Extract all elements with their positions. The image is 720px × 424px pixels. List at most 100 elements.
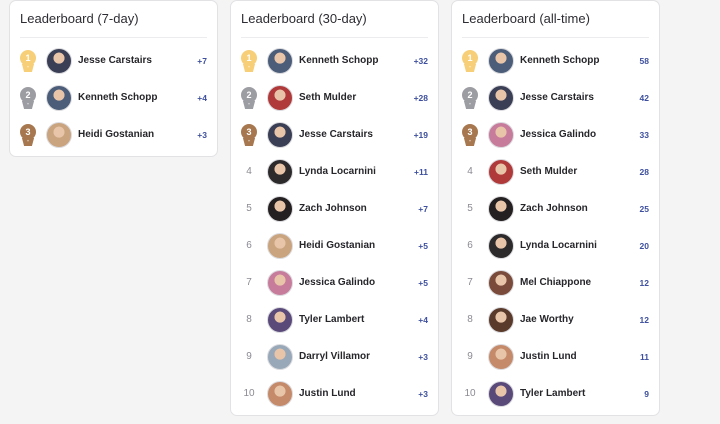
avatar[interactable] [488, 195, 514, 222]
leaderboard-row[interactable]: 9 Justin Lund 11 [452, 338, 659, 375]
member-name[interactable]: Kenneth Schopp [78, 92, 158, 103]
member-name[interactable]: Zach Johnson [520, 203, 588, 214]
leaderboard-row[interactable]: 8 Jae Worthy 12 [452, 301, 659, 338]
avatar[interactable] [488, 269, 514, 296]
avatar[interactable] [267, 195, 293, 222]
leaderboard-row[interactable]: 7 Jessica Galindo +5 [231, 264, 438, 301]
avatar[interactable] [488, 84, 514, 111]
score-value: 33 [639, 129, 649, 140]
rank-number: 3 [462, 123, 478, 140]
leaderboard-row[interactable]: 1 Jesse Carstairs +7 [10, 42, 217, 79]
member-name[interactable]: Kenneth Schopp [520, 55, 600, 66]
avatar[interactable] [267, 84, 293, 111]
rank-number: 4 [246, 166, 252, 177]
avatar[interactable] [488, 306, 514, 333]
avatar[interactable] [488, 380, 514, 407]
member-name[interactable]: Seth Mulder [520, 166, 578, 177]
silver-medal-icon: 2 [20, 86, 36, 109]
score-value: +7 [418, 203, 428, 214]
avatar[interactable] [267, 158, 293, 185]
avatar[interactable] [488, 121, 514, 148]
avatar[interactable] [267, 121, 293, 148]
member-name[interactable]: Jesse Carstairs [520, 92, 594, 103]
leaderboard-row[interactable]: 8 Tyler Lambert +4 [231, 301, 438, 338]
score-value: +3 [197, 129, 207, 140]
leaderboard-row[interactable]: 2 Seth Mulder +28 [231, 79, 438, 116]
member-name[interactable]: Kenneth Schopp [299, 55, 379, 66]
rank-number: 6 [246, 240, 252, 251]
leaderboard-row[interactable]: 6 Lynda Locarnini 20 [452, 227, 659, 264]
leaderboard-row[interactable]: 5 Zach Johnson +7 [231, 190, 438, 227]
rank-slot: 3 [452, 123, 488, 146]
rank-slot: 5 [231, 203, 267, 214]
leaderboard-row[interactable]: 7 Mel Chiappone 12 [452, 264, 659, 301]
leaderboard-row[interactable]: 9 Darryl Villamor +3 [231, 338, 438, 375]
rank-number: 2 [241, 86, 257, 103]
avatar[interactable] [46, 84, 72, 111]
member-name[interactable]: Zach Johnson [299, 203, 367, 214]
score-value: +4 [197, 92, 207, 103]
member-name[interactable]: Jesse Carstairs [78, 55, 152, 66]
rank-number: 9 [467, 351, 473, 362]
leaderboard-row[interactable]: 3 Heidi Gostanian +3 [10, 116, 217, 153]
member-name[interactable]: Tyler Lambert [520, 388, 586, 399]
score-value: 58 [639, 55, 649, 66]
member-name[interactable]: Mel Chiappone [520, 277, 592, 288]
leaderboard-row[interactable]: 1 Kenneth Schopp +32 [231, 42, 438, 79]
leaderboard-row[interactable]: 3 Jessica Galindo 33 [452, 116, 659, 153]
divider [20, 37, 207, 38]
member-name[interactable]: Heidi Gostanian [299, 240, 376, 251]
avatar[interactable] [267, 306, 293, 333]
avatar[interactable] [488, 232, 514, 259]
member-name[interactable]: Heidi Gostanian [78, 129, 155, 140]
score-value: 42 [639, 92, 649, 103]
avatar[interactable] [267, 269, 293, 296]
leaderboard-row[interactable]: 3 Jesse Carstairs +19 [231, 116, 438, 153]
card-title: Leaderboard (7-day) [20, 11, 139, 26]
member-name[interactable]: Justin Lund [520, 351, 577, 362]
gold-medal-icon: 1 [462, 49, 478, 72]
member-name[interactable]: Jessica Galindo [299, 277, 376, 288]
member-name[interactable]: Lynda Locarnini [299, 166, 376, 177]
leaderboard-row[interactable]: 10 Tyler Lambert 9 [452, 375, 659, 412]
leaderboard-row[interactable]: 4 Lynda Locarnini +11 [231, 153, 438, 190]
member-name[interactable]: Darryl Villamor [299, 351, 370, 362]
leaderboard-row[interactable]: 1 Kenneth Schopp 58 [452, 42, 659, 79]
avatar[interactable] [488, 47, 514, 74]
member-name[interactable]: Seth Mulder [299, 92, 357, 103]
score-value: 25 [639, 203, 649, 214]
avatar[interactable] [46, 47, 72, 74]
silver-medal-icon: 2 [241, 86, 257, 109]
score-value: +32 [413, 55, 428, 66]
rank-number: 5 [246, 203, 252, 214]
score-value: 28 [639, 166, 649, 177]
avatar[interactable] [267, 47, 293, 74]
avatar[interactable] [267, 232, 293, 259]
silver-medal-icon: 2 [462, 86, 478, 109]
rank-slot: 8 [452, 314, 488, 325]
leaderboard-rows: 1 Kenneth Schopp 58 2 Jesse Carstairs 42 3 Jess… [452, 38, 659, 412]
member-name[interactable]: Jessica Galindo [520, 129, 597, 140]
leaderboard-rows: 1 Kenneth Schopp +32 2 Seth Mulder +28 3 Jesse … [231, 38, 438, 412]
rank-number: 7 [246, 277, 252, 288]
member-name[interactable]: Jesse Carstairs [299, 129, 373, 140]
member-name[interactable]: Jae Worthy [520, 314, 574, 325]
avatar[interactable] [267, 343, 293, 370]
bronze-medal-icon: 3 [241, 123, 257, 146]
rank-slot: 9 [452, 351, 488, 362]
avatar[interactable] [267, 380, 293, 407]
member-name[interactable]: Tyler Lambert [299, 314, 365, 325]
avatar[interactable] [46, 121, 72, 148]
avatar[interactable] [488, 343, 514, 370]
avatar[interactable] [488, 158, 514, 185]
leaderboard-row[interactable]: 4 Seth Mulder 28 [452, 153, 659, 190]
leaderboard-row[interactable]: 2 Jesse Carstairs 42 [452, 79, 659, 116]
leaderboard-row[interactable]: 5 Zach Johnson 25 [452, 190, 659, 227]
leaderboard-row[interactable]: 6 Heidi Gostanian +5 [231, 227, 438, 264]
member-name[interactable]: Lynda Locarnini [520, 240, 597, 251]
member-name[interactable]: Justin Lund [299, 388, 356, 399]
rank-number: 1 [462, 49, 478, 66]
leaderboard-row[interactable]: 2 Kenneth Schopp +4 [10, 79, 217, 116]
leaderboard-row[interactable]: 10 Justin Lund +3 [231, 375, 438, 412]
rank-number: 6 [467, 240, 473, 251]
